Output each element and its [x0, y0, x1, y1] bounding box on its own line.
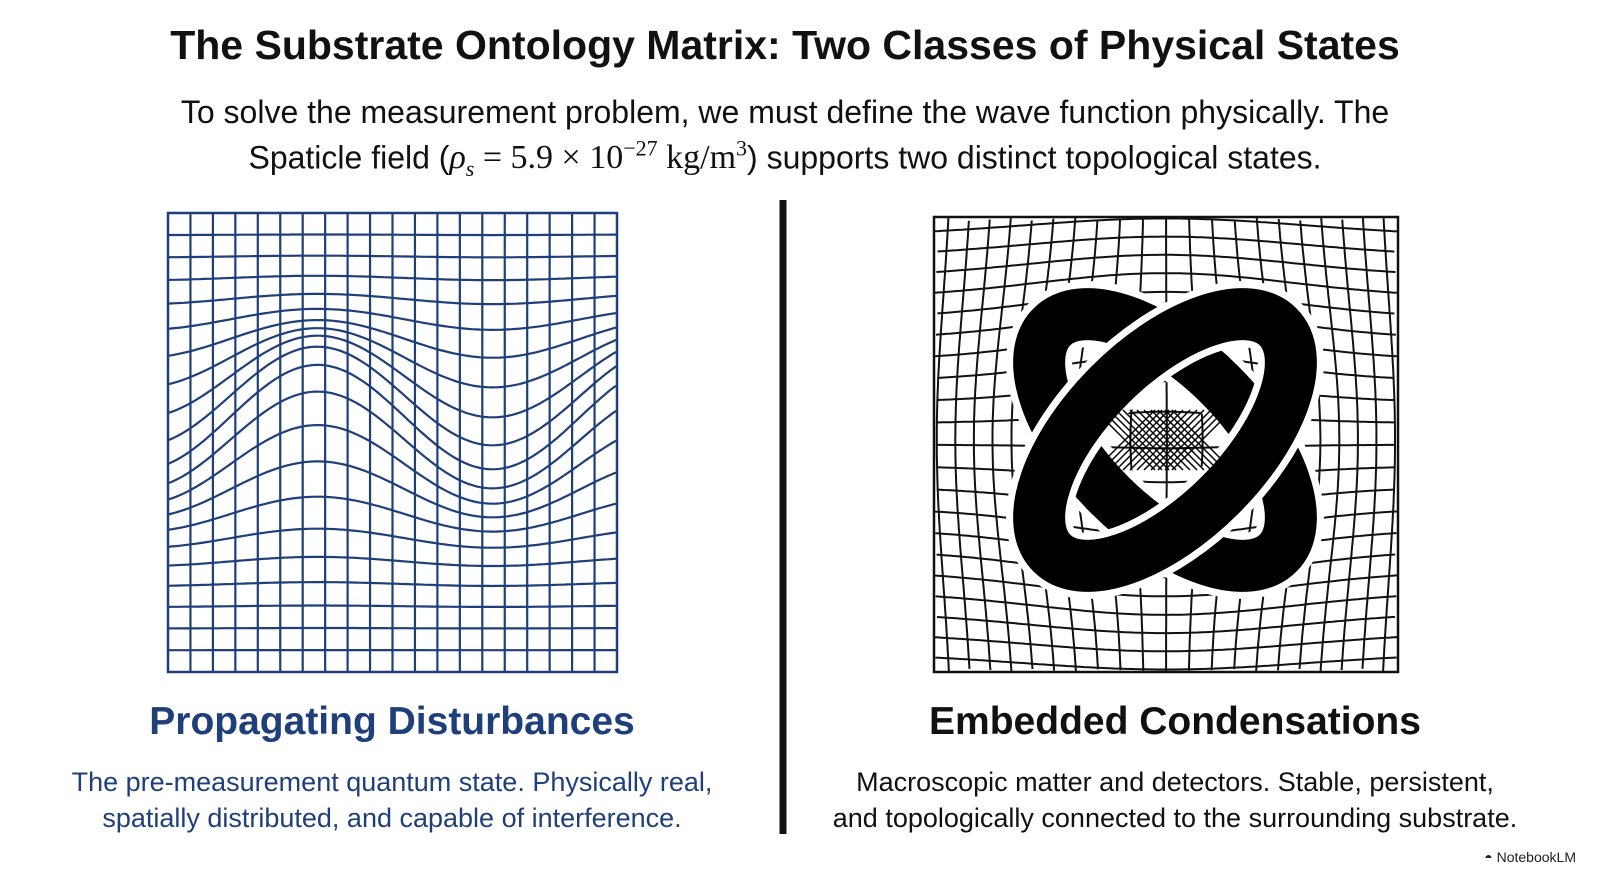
description-line: and topologically connected to the surro… [832, 803, 1518, 833]
grid-line [936, 466, 1396, 484]
grid-line [167, 495, 617, 533]
grid-line [167, 363, 617, 471]
panel-heading: Propagating Disturbances [149, 700, 635, 743]
hatch-line [1157, 409, 1219, 471]
grid-line [167, 274, 617, 282]
subtitle-text: ) supports two distinct topological stat… [747, 139, 1322, 176]
formula-text: = 5.9 × 10 [482, 139, 624, 177]
grid-line [167, 424, 617, 505]
grid-line [167, 527, 617, 549]
grid-line [937, 235, 1395, 253]
grid-line [935, 443, 1396, 450]
hatch-line [1101, 409, 1163, 471]
panel-description: The pre-measurement quantum state. Physi… [0, 764, 784, 836]
grid-line [934, 217, 1398, 233]
panel-description: Macroscopic matter and detectors. Stable… [790, 764, 1560, 836]
brand: NotebookLM [1496, 849, 1576, 865]
grid-line [167, 460, 617, 519]
grid-line [167, 319, 617, 359]
description-line: Macroscopic matter and detectors. Stable… [856, 767, 1494, 797]
exponent: 3 [736, 136, 748, 161]
grid-line [934, 272, 1397, 294]
hatch-line [1164, 409, 1226, 471]
hatch-line [1171, 409, 1233, 471]
subtitle-line: Spaticle field (ρs = 5.9 × 10−27 kg/m3) … [0, 136, 1570, 182]
grid-line [167, 345, 617, 447]
symbol: ρ [449, 139, 466, 177]
description-line: The pre-measurement quantum state. Physi… [71, 767, 713, 797]
hatch-line [1122, 409, 1184, 471]
hatch-line [1136, 409, 1198, 471]
grid-line [167, 307, 617, 332]
subtitle-line: To solve the measurement problem, we mus… [180, 94, 1390, 130]
grid-line [937, 290, 1395, 315]
grid-line [1165, 217, 1168, 671]
warp-frame [932, 215, 1400, 674]
grid-line [935, 595, 1397, 616]
hatch-line [1150, 409, 1212, 471]
grid-line [936, 615, 1396, 635]
grid-line [168, 254, 616, 259]
title: The Substrate Ontology Matrix: Two Class… [170, 22, 1400, 68]
footer-brand: ◓ NotebookLM [1484, 849, 1576, 865]
warped-grid [934, 217, 1398, 672]
grid-line [167, 334, 617, 419]
grid-line [934, 574, 1398, 598]
grid-line [935, 656, 1397, 671]
panel-heading: Embedded Condensations [929, 700, 1421, 743]
description-line: spatially distributed, and capable of in… [102, 803, 682, 833]
hatch-line [1129, 409, 1191, 471]
grid-line [167, 604, 617, 608]
subtitle-text: Spaticle field ( [248, 139, 450, 176]
grid-line [167, 555, 617, 568]
hatch-line [1143, 409, 1205, 471]
grid-line [167, 292, 617, 306]
knot [1006, 281, 1324, 599]
grid-line [167, 581, 617, 588]
grid-line [167, 327, 617, 389]
subscript: s [465, 156, 475, 182]
wave-grid [167, 213, 617, 672]
grid-line [167, 390, 617, 490]
grid-line [934, 636, 1398, 653]
grid-line [168, 233, 616, 237]
exponent: −27 [623, 136, 658, 161]
unit: kg/m [666, 139, 737, 177]
formula: ρs = 5.9 × 10−27 kg/m3 [449, 136, 748, 181]
hatch-line [1094, 409, 1156, 471]
hatch-line [1108, 409, 1170, 471]
grid-line [936, 253, 1396, 274]
wave-frame [166, 211, 619, 674]
grid-line [1361, 217, 1378, 669]
hatch-line [1115, 409, 1177, 471]
